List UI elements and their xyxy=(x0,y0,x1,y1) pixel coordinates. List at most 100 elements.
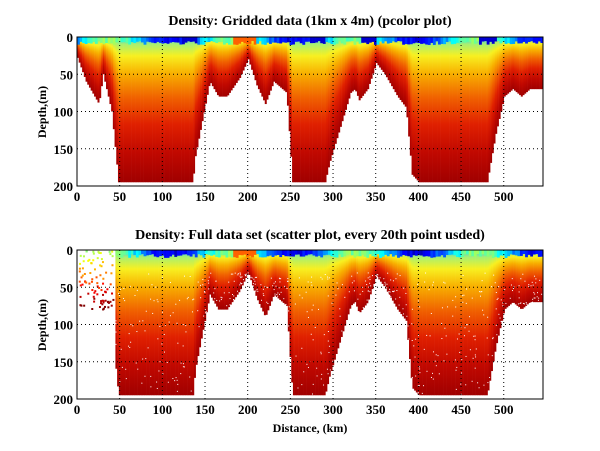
surface-cell xyxy=(338,250,342,255)
density-column xyxy=(366,250,369,304)
scatter-point xyxy=(95,276,98,279)
scatter-gap xyxy=(390,279,392,281)
density-column xyxy=(517,37,520,94)
surface-cell xyxy=(509,250,513,255)
surface-cell xyxy=(489,37,493,42)
surface-cell xyxy=(153,37,157,44)
scatter-point xyxy=(110,272,113,275)
density-column xyxy=(524,37,527,94)
scatter-gap xyxy=(310,281,312,283)
surface-cell xyxy=(450,37,454,45)
density-column xyxy=(224,250,227,310)
scatter-gap xyxy=(365,280,367,282)
density-column xyxy=(467,37,470,183)
scatter-gap xyxy=(389,288,391,290)
density-column xyxy=(292,250,295,396)
scatter-gap xyxy=(270,277,272,279)
scatter-gap xyxy=(443,360,445,362)
density-column xyxy=(310,37,313,183)
scatter-gap xyxy=(280,291,282,293)
scatter-gap xyxy=(244,275,246,277)
density-column xyxy=(434,250,437,396)
surface-cell xyxy=(374,37,377,45)
scatter-gap xyxy=(523,303,525,305)
density-column xyxy=(537,37,540,90)
surface-cell xyxy=(517,37,521,44)
density-column xyxy=(233,250,236,300)
density-column xyxy=(370,37,373,79)
scatter-gap xyxy=(428,289,430,291)
surface-cell xyxy=(256,250,260,255)
surface-cell xyxy=(228,37,231,45)
density-column xyxy=(358,37,361,101)
surface-cell xyxy=(251,37,254,42)
x-tick-label: 450 xyxy=(451,189,471,204)
scatter-gap xyxy=(415,338,417,340)
scatter-gap xyxy=(353,290,355,292)
surface-cell xyxy=(376,37,380,45)
density-column xyxy=(539,37,542,90)
scatter-gap xyxy=(152,312,154,314)
scatter-gap xyxy=(157,301,159,303)
surface-cell xyxy=(269,37,272,44)
density-column xyxy=(221,250,224,310)
density-column xyxy=(217,250,220,310)
surface-cell xyxy=(389,250,393,255)
scatter-gap xyxy=(336,282,338,284)
scatter-gap xyxy=(141,382,143,384)
density-column xyxy=(202,250,205,330)
surface-cell xyxy=(379,250,382,258)
density-column xyxy=(119,37,122,183)
density-column xyxy=(295,37,298,183)
x-tick-label: 100 xyxy=(153,402,173,417)
scatter-gap xyxy=(295,355,297,357)
scatter-gap xyxy=(393,290,395,292)
scatter-gap xyxy=(301,297,303,299)
scatter-gap xyxy=(332,360,334,362)
surface-cell xyxy=(478,250,482,257)
density-column xyxy=(327,37,330,168)
scatter-gap xyxy=(411,377,413,379)
surface-cell xyxy=(443,37,447,45)
scatter-gap xyxy=(415,375,417,377)
density-column xyxy=(196,37,199,148)
scatter-gap xyxy=(408,338,410,340)
density-column xyxy=(419,250,422,396)
scatter-point xyxy=(92,259,95,262)
surface-cell xyxy=(125,37,129,44)
density-column xyxy=(531,250,534,303)
scatter-gap xyxy=(351,275,353,277)
scatter-gap xyxy=(228,292,230,294)
density-column xyxy=(181,250,184,396)
surface-cell xyxy=(100,37,103,43)
density-column xyxy=(442,37,445,183)
surface-cell xyxy=(120,37,124,43)
density-column xyxy=(153,37,156,183)
scatter-gap xyxy=(533,292,535,294)
density-column xyxy=(436,250,439,396)
density-column xyxy=(399,37,402,100)
density-column xyxy=(441,250,444,396)
scatter-gap xyxy=(179,299,181,301)
surface-cell xyxy=(476,37,480,42)
scatter-gap xyxy=(229,298,231,300)
surface-cell xyxy=(120,250,124,258)
surface-cell xyxy=(294,250,298,255)
density-column xyxy=(385,250,388,289)
density-column xyxy=(145,37,148,183)
density-column xyxy=(475,250,478,396)
scatter-point xyxy=(78,280,81,283)
scatter-gap xyxy=(207,280,209,282)
surface-cell xyxy=(281,250,285,256)
scatter-gap xyxy=(435,365,437,367)
density-column xyxy=(478,250,481,396)
surface-cell xyxy=(225,37,229,43)
scatter-gap xyxy=(169,315,171,317)
density-column xyxy=(374,250,377,279)
scatter-gap xyxy=(172,312,174,314)
density-column xyxy=(492,250,495,362)
scatter-gap xyxy=(426,334,428,336)
scatter-gap xyxy=(419,372,421,374)
scatter-gap xyxy=(535,278,537,280)
scatter-gap xyxy=(185,325,187,327)
